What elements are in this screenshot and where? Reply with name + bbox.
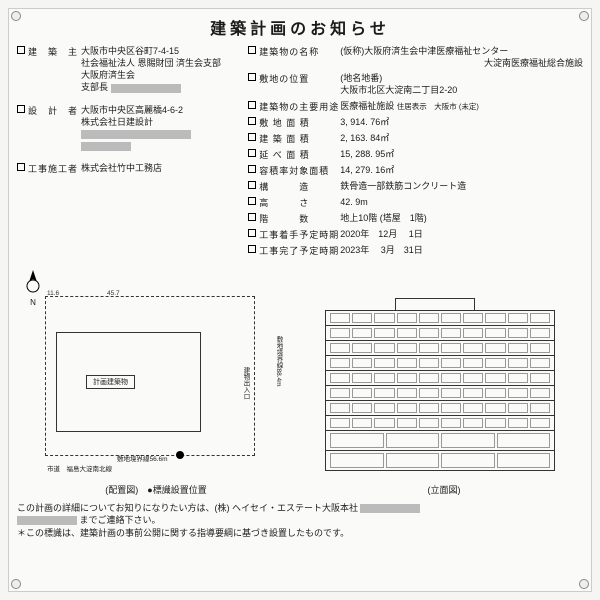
end-date: 2023年 3月 31日	[340, 244, 583, 256]
redacted	[360, 504, 420, 513]
far-area: 14, 279. 16㎡	[340, 164, 583, 176]
start-date: 2020年 12月 1日	[340, 228, 583, 240]
site-area: 3, 914. 76㎡	[340, 116, 583, 128]
site-boundary: 計画建築物 建物出入口	[45, 296, 255, 456]
name-label: 建築物の名称	[259, 45, 319, 58]
footer-text: この計画の詳細についてお知りになりたい方は、(株) ヘイセイ・エステート大阪本社…	[17, 502, 583, 540]
hole-tr	[579, 11, 589, 21]
contractor-label: 工事施工者	[28, 162, 78, 175]
left-column: 建 築 主 大阪市中央区谷町7-4-15 社会福祉法人 恩賜財団 済生会支部 大…	[17, 45, 240, 260]
hole-bl	[11, 579, 21, 589]
plan-caption: (配置図) ●標識設置位置	[17, 483, 295, 496]
redacted	[111, 84, 181, 93]
use-label: 建築物の主要用途	[259, 100, 339, 113]
page-title: 建築計画のお知らせ	[17, 15, 583, 39]
contractor-value: 株式会社竹中工務店	[81, 162, 240, 174]
redacted	[17, 516, 77, 525]
owner-label: 建 築 主	[28, 45, 78, 58]
elev-caption: (立面図)	[305, 483, 583, 496]
compass-icon: N	[23, 268, 43, 307]
name-value: (仮称)大阪府済生会中津医療福祉センター 大淀南医療福祉総合施設	[340, 45, 583, 69]
use-value: 医療福祉施設	[340, 101, 394, 111]
building-label: 計画建築物	[86, 375, 135, 389]
owner-value: 大阪市中央区谷町7-4-15 社会福祉法人 恩賜財団 済生会支部 大阪府済生会 …	[81, 45, 240, 94]
elevation-drawing	[325, 298, 555, 471]
bldg-area: 2, 163. 84㎡	[340, 132, 583, 144]
elevation: (立面図)	[305, 266, 583, 496]
right-column: 建築物の名称 (仮称)大阪府済生会中津医療福祉センター 大淀南医療福祉総合施設 …	[248, 45, 583, 260]
marker-icon	[176, 451, 184, 459]
redacted	[81, 142, 131, 151]
height: 42. 9m	[340, 196, 583, 208]
hole-br	[579, 579, 589, 589]
designer-label: 設 計 者	[28, 104, 78, 117]
floor-area: 15, 288. 95㎡	[340, 148, 583, 160]
notice-sheet: 建築計画のお知らせ 建 築 主 大阪市中央区谷町7-4-15 社会福祉法人 恩賜…	[8, 8, 592, 592]
hole-tl	[11, 11, 21, 21]
loc-value: (地名地番) 大阪市北区大淀南二丁目2-20	[340, 72, 583, 96]
designer-value: 大阪市中央区高麗橋4-6-2 株式会社日建設計	[81, 104, 240, 153]
site-plan: N 11.6 45.7 計画建築物 建物出入口 市道 福島大淀南北線 敷地境界線…	[17, 266, 295, 496]
info-columns: 建 築 主 大阪市中央区谷町7-4-15 社会福祉法人 恩賜財団 済生会支部 大…	[17, 45, 583, 260]
floors: 地上10階 (塔屋 1階)	[340, 212, 583, 224]
redacted	[81, 130, 191, 139]
structure: 鉄骨造一部鉄筋コンクリート造	[340, 180, 583, 192]
loc-label: 敷地の位置	[259, 72, 309, 85]
figures-row: N 11.6 45.7 計画建築物 建物出入口 市道 福島大淀南北線 敷地境界線…	[17, 266, 583, 496]
